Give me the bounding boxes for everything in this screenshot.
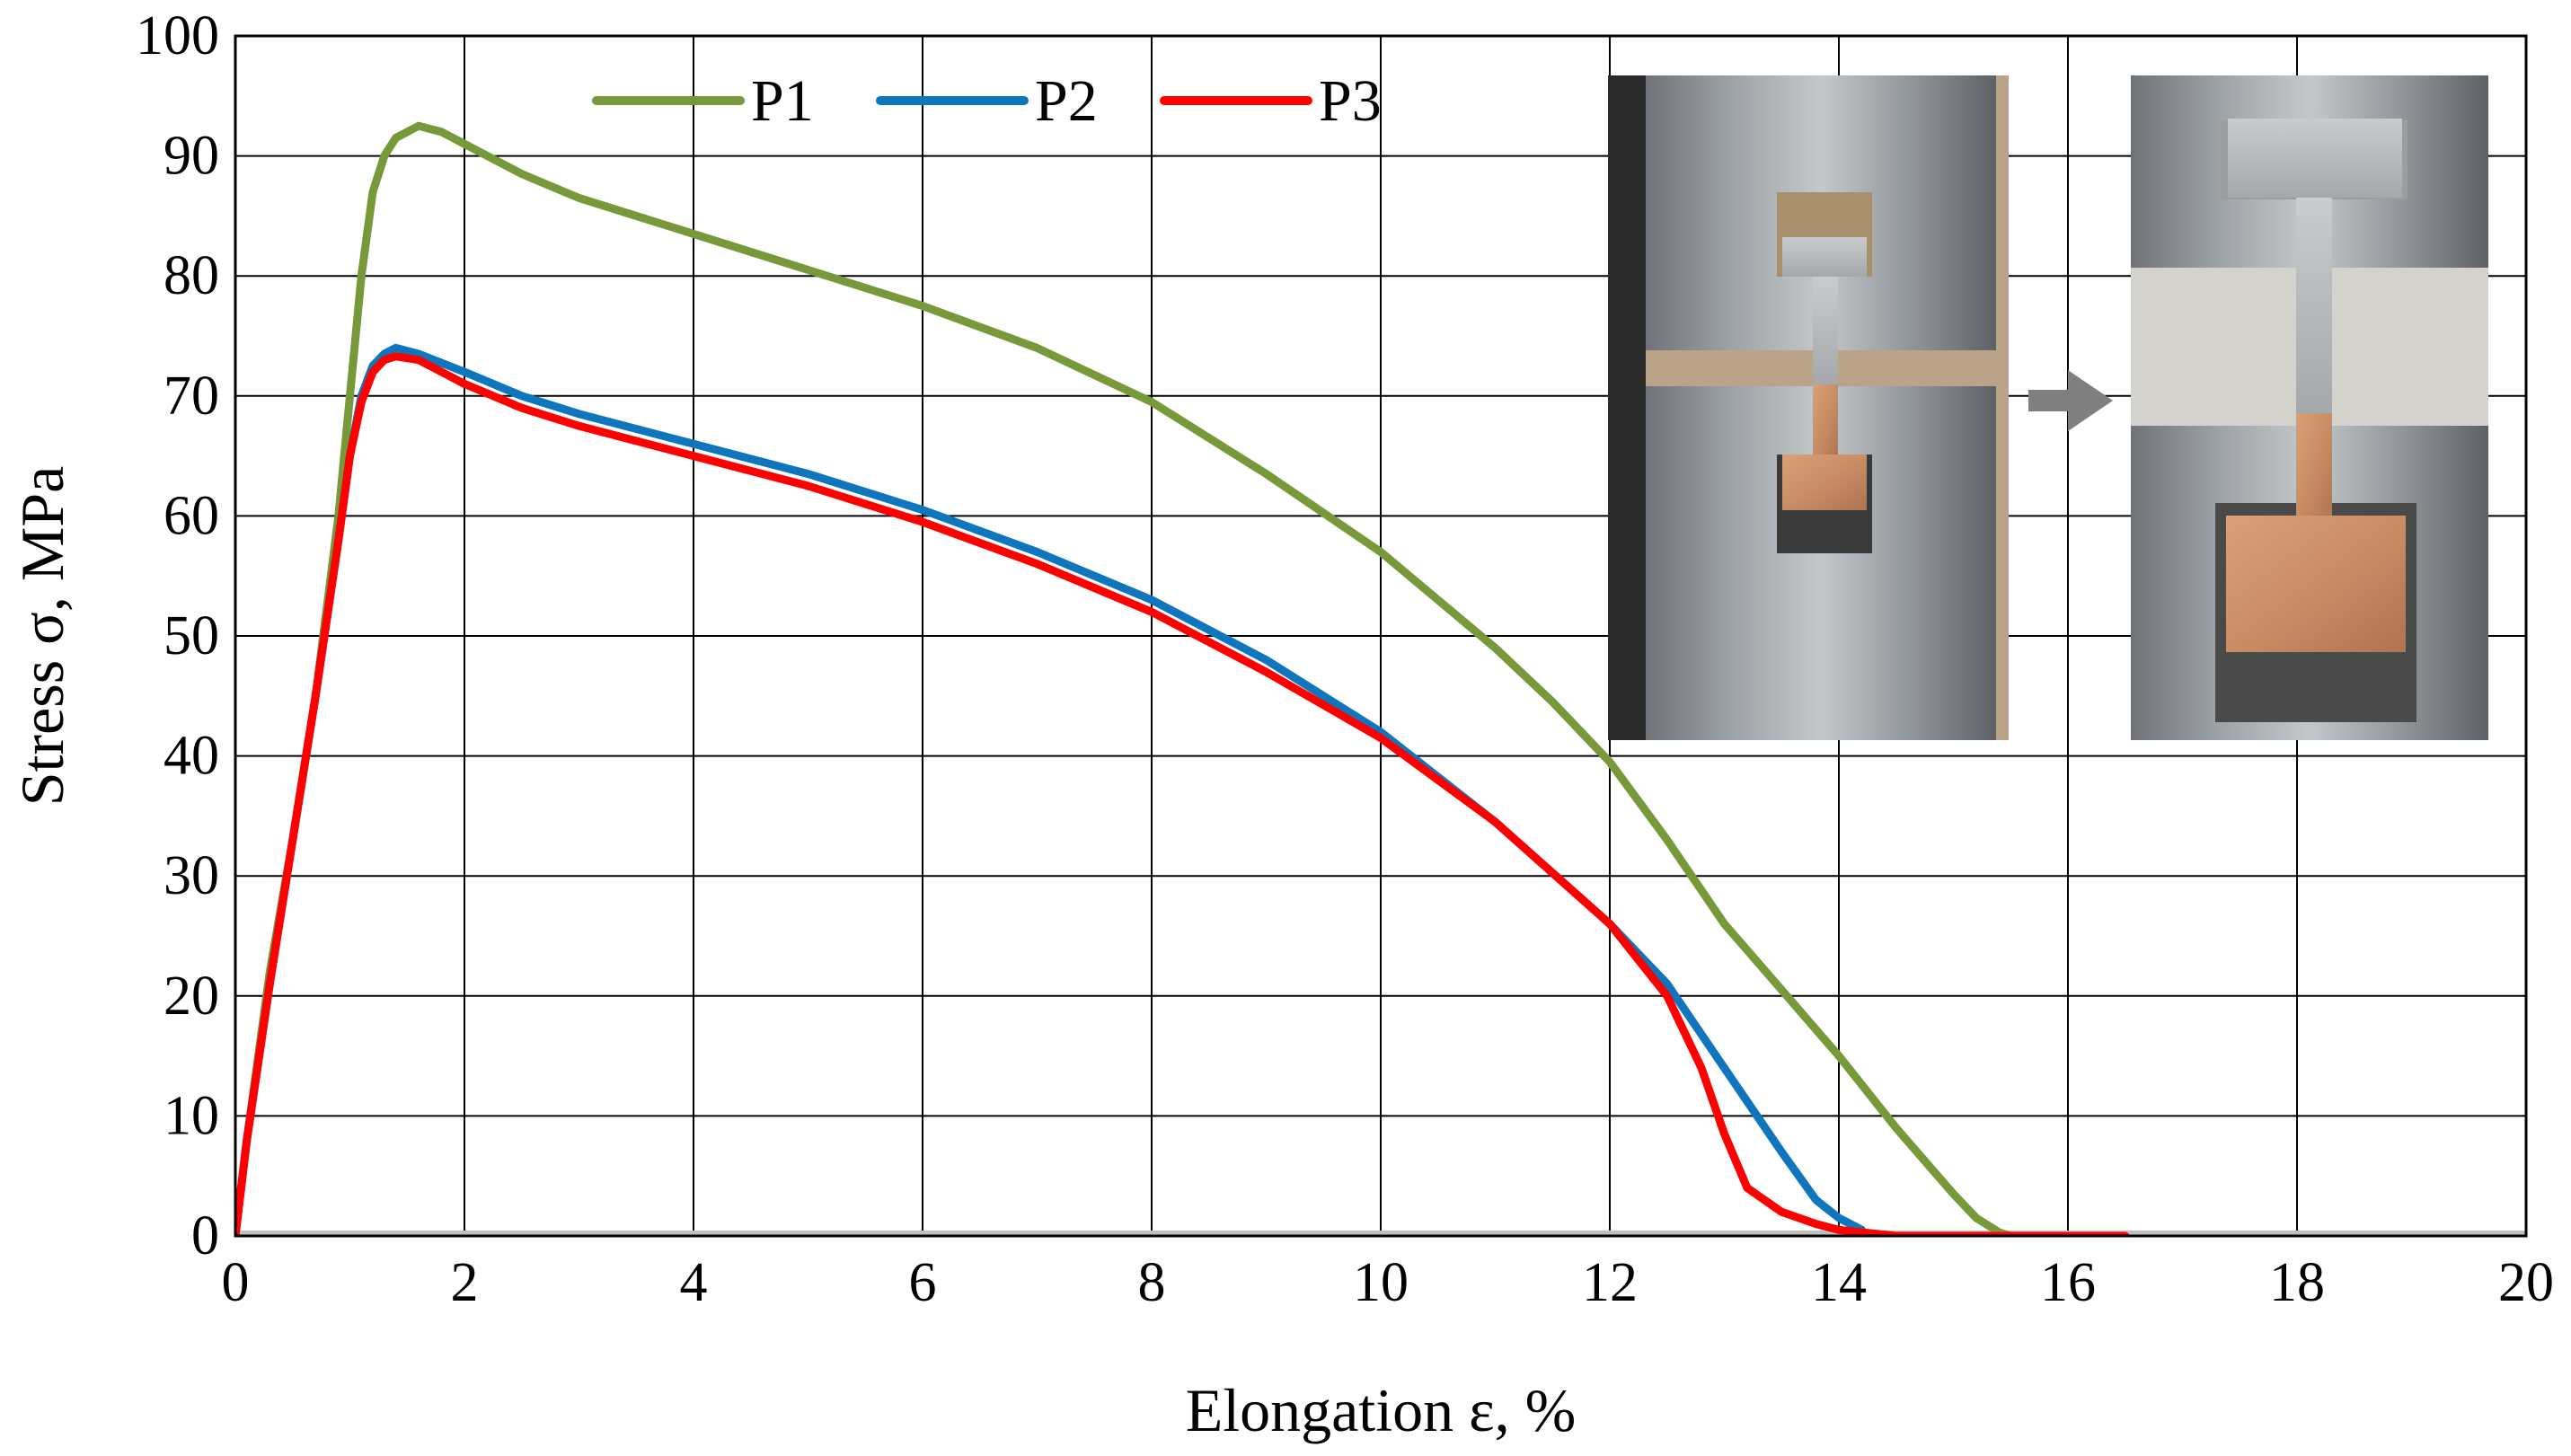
series-layer	[235, 121, 2130, 1236]
x-tick-label: 18	[2269, 1252, 2325, 1313]
y-tick-label: 70	[163, 366, 219, 427]
x-tick-label: 10	[1353, 1252, 1409, 1313]
series-line-p1	[235, 121, 2015, 1236]
x-tick-label: 8	[1138, 1252, 1166, 1313]
inset-photo-after	[2131, 75, 2488, 740]
arrow-icon	[2028, 370, 2113, 431]
x-tick-label: 12	[1582, 1252, 1638, 1313]
x-axis-title: Elongation ε, %	[1186, 1376, 1577, 1444]
x-tick-label: 16	[2040, 1252, 2096, 1313]
y-tick-label: 80	[163, 245, 219, 306]
x-tick-label: 0	[222, 1252, 250, 1313]
plot-frame	[234, 34, 2528, 1238]
y-tick-label: 40	[163, 726, 219, 787]
legend: P1 P2 P3	[592, 68, 1382, 134]
y-tick-label: 0	[191, 1205, 219, 1266]
x-tick-label: 2	[451, 1252, 479, 1313]
y-tick-label: 10	[163, 1085, 219, 1146]
y-tick-label: 100	[136, 5, 219, 66]
y-tick-label: 50	[163, 605, 219, 666]
x-tick-label: 4	[680, 1252, 708, 1313]
x-tick-label: 14	[1811, 1252, 1867, 1313]
legend-label-p2: P2	[1035, 68, 1098, 134]
y-axis-title: Stress σ, MPa	[8, 466, 76, 807]
y-tick-label: 90	[163, 126, 219, 187]
inset-photo-before	[1608, 75, 2009, 740]
y-tick-label: 30	[163, 845, 219, 906]
legend-label-p1: P1	[751, 68, 814, 134]
y-tick-label: 20	[163, 966, 219, 1027]
legend-label-p3: P3	[1319, 68, 1382, 134]
x-tick-label: 20	[2498, 1252, 2554, 1313]
x-tick-label: 6	[909, 1252, 937, 1313]
tick-labels: 0 2 4 6 8 10 12 14 16 18 20 0 10 20 30 40 50 60 70 80 90 100	[136, 5, 2554, 1313]
series-line-p3	[235, 352, 2130, 1236]
y-tick-label: 60	[163, 485, 219, 546]
